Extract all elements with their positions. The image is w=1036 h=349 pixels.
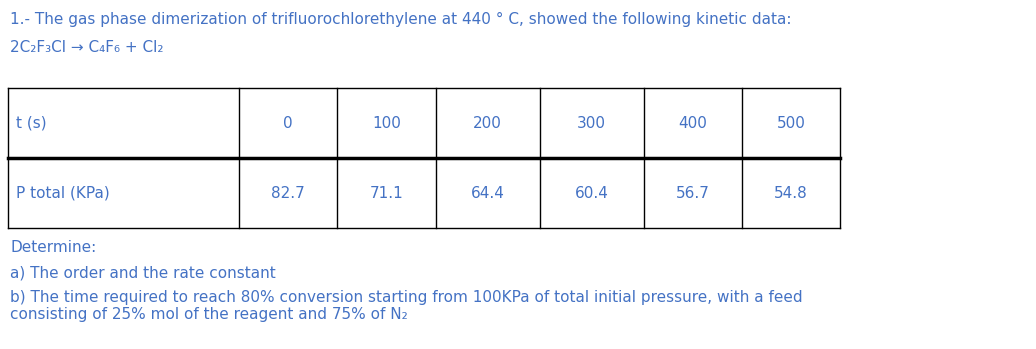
Text: 0: 0: [284, 116, 293, 131]
Text: P total (KPa): P total (KPa): [16, 186, 110, 200]
Text: 60.4: 60.4: [575, 186, 608, 200]
Text: t (s): t (s): [16, 116, 47, 131]
Text: 54.8: 54.8: [774, 186, 808, 200]
Text: 82.7: 82.7: [271, 186, 305, 200]
Text: 71.1: 71.1: [370, 186, 403, 200]
Text: 64.4: 64.4: [470, 186, 505, 200]
Text: 200: 200: [473, 116, 502, 131]
Text: b) The time required to reach 80% conversion starting from 100KPa of total initi: b) The time required to reach 80% conver…: [10, 290, 803, 322]
Text: 56.7: 56.7: [675, 186, 710, 200]
Text: 500: 500: [776, 116, 805, 131]
Text: 2C₂F₃Cl → C₄F₆ + Cl₂: 2C₂F₃Cl → C₄F₆ + Cl₂: [10, 40, 164, 55]
Text: Determine:: Determine:: [10, 240, 96, 255]
Text: a) The order and the rate constant: a) The order and the rate constant: [10, 265, 276, 280]
Text: 300: 300: [577, 116, 606, 131]
Text: 100: 100: [372, 116, 401, 131]
Text: 1.- The gas phase dimerization of trifluorochlorethylene at 440 ° C, showed the : 1.- The gas phase dimerization of triflu…: [10, 12, 792, 27]
Text: 400: 400: [679, 116, 708, 131]
